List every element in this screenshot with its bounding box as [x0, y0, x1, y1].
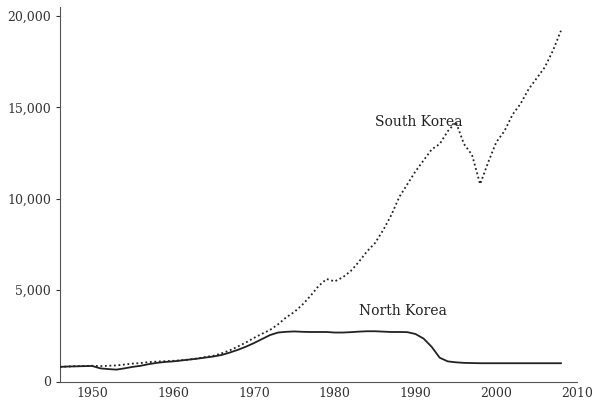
Text: North Korea: North Korea [359, 304, 447, 317]
Text: South Korea: South Korea [375, 115, 463, 129]
